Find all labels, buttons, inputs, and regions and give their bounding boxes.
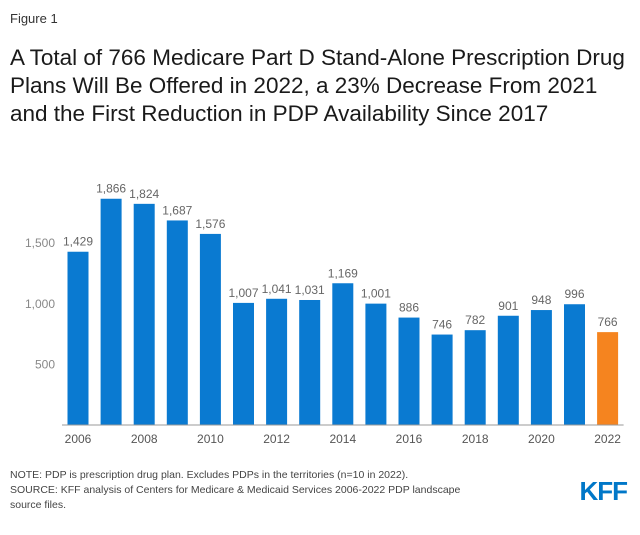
data-label: 1,041 (262, 282, 292, 296)
bar (166, 220, 188, 425)
x-tick-label: 2006 (65, 432, 92, 446)
bar (233, 302, 254, 425)
data-label: 1,031 (295, 283, 325, 297)
data-label: 1,576 (195, 217, 225, 231)
x-tick-label: 2012 (263, 432, 290, 446)
y-tick-label: 1,000 (25, 297, 55, 311)
data-label: 996 (564, 287, 584, 301)
data-label: 766 (598, 315, 618, 329)
data-label: 1,429 (63, 235, 93, 249)
x-tick-label: 2020 (528, 432, 555, 446)
data-label: 1,824 (129, 187, 159, 201)
note-text: NOTE: PDP is prescription drug plan. Exc… (10, 469, 409, 481)
chart-title: A Total of 766 Medicare Part D Stand-Alo… (10, 45, 625, 126)
data-label: 1,001 (361, 287, 391, 301)
bar (266, 298, 288, 425)
data-label: 746 (432, 318, 452, 332)
data-label: 782 (465, 313, 485, 327)
source-text-line2: source files. (10, 499, 67, 511)
bar (299, 299, 321, 425)
y-tick-label: 1,500 (25, 236, 55, 250)
data-label: 1,007 (228, 286, 258, 300)
bar (398, 317, 420, 425)
source-text-line1: SOURCE: KFF analysis of Centers for Medi… (10, 484, 461, 496)
bar-chart: 500 1,000 1,500 1,429 2006 1,866 1,824 2008 1,68… (25, 182, 624, 446)
x-tick-label: 2010 (197, 432, 224, 446)
kff-logo: KFF (579, 476, 628, 506)
bar (597, 332, 619, 425)
bar (133, 203, 155, 425)
bar (564, 304, 585, 425)
data-label: 886 (399, 301, 419, 315)
figure-label: Figure 1 (10, 11, 58, 26)
bar (67, 251, 89, 425)
y-tick-label: 500 (35, 357, 55, 371)
bar (464, 330, 486, 425)
data-label: 1,866 (96, 182, 126, 196)
data-label: 901 (498, 299, 518, 313)
bar (199, 233, 221, 425)
chart-notes: NOTE: PDP is prescription drug plan. Exc… (10, 468, 530, 513)
bar (530, 310, 552, 425)
x-tick-label: 2022 (594, 432, 621, 446)
bar (497, 315, 519, 425)
data-label: 1,687 (162, 203, 192, 217)
bar (365, 303, 387, 425)
bar (332, 283, 354, 425)
bar (431, 334, 453, 425)
x-tick-label: 2018 (462, 432, 489, 446)
x-tick-label: 2016 (396, 432, 423, 446)
x-tick-label: 2014 (329, 432, 356, 446)
x-tick-label: 2008 (131, 432, 158, 446)
data-label: 1,169 (328, 266, 358, 280)
data-label: 948 (531, 293, 551, 307)
bar (100, 198, 122, 425)
